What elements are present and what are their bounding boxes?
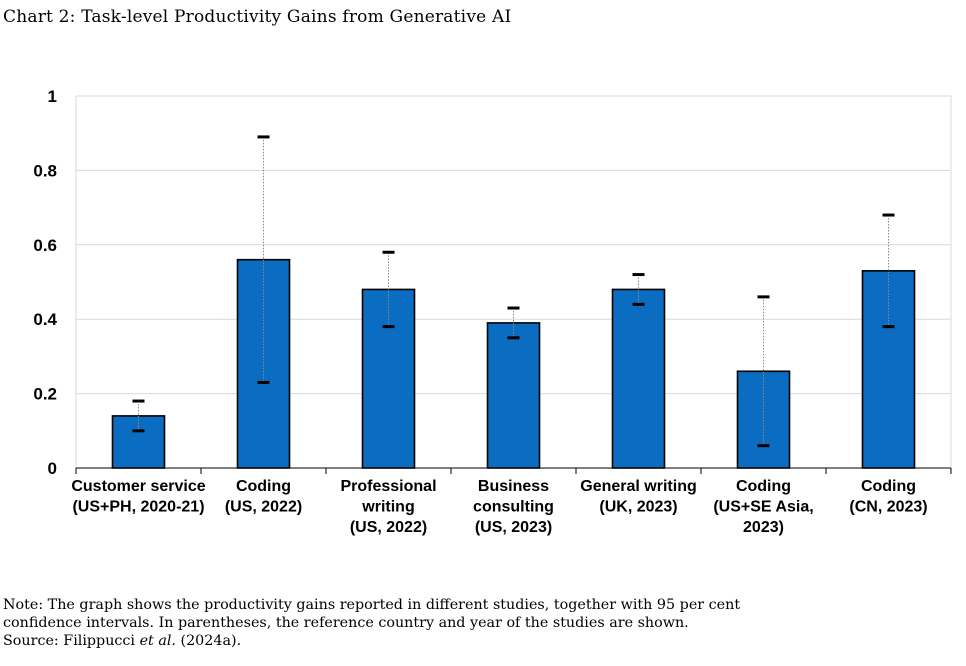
- y-tick-label-3: 0.6: [33, 236, 57, 255]
- x-tick-label-line: Coding: [861, 478, 916, 495]
- x-tick-label-line: Professional: [340, 478, 436, 495]
- source-line: Source: Filippucci et al. (2024a).: [3, 632, 963, 650]
- x-tick-label-3: Business consulting (US, 2023): [473, 478, 554, 536]
- x-tick-label-4: General writing (UK, 2023): [580, 478, 696, 516]
- x-tick-label-line: General writing: [580, 478, 696, 495]
- x-tick-label-line: (US, 2022): [225, 499, 302, 516]
- bar-0: [111, 415, 166, 469]
- x-tick-label-line: Coding: [236, 478, 291, 495]
- x-tick-label-line: (US, 2023): [475, 519, 552, 536]
- y-tick-label-5: 1: [48, 87, 57, 106]
- bar-chart: 0 0.2 0.4 0.6 0.8 1 Customer service (US+PH, 20…: [33, 87, 952, 536]
- x-tick-label-line: Business: [478, 478, 549, 495]
- x-tick-label-line: (US+SE Asia,: [713, 499, 813, 516]
- x-tick-label-line: writing: [361, 499, 414, 516]
- bar-4: [611, 288, 666, 469]
- bar-5: [736, 370, 791, 469]
- x-tick-label-line: (UK, 2023): [599, 499, 677, 516]
- x-tick-label-line: (US+PH, 2020-21): [72, 499, 204, 516]
- source-prefix: Source: Filippucci: [3, 633, 140, 649]
- y-tick-label-0: 0: [48, 459, 57, 478]
- x-tick-label-line: Coding: [736, 478, 791, 495]
- bar-3: [486, 322, 541, 469]
- y-tick-label-1: 0.2: [33, 385, 57, 404]
- x-tick-label-2: Professional writing (US, 2022): [340, 478, 436, 536]
- x-tick-label-line: Customer service: [71, 478, 205, 495]
- note-line-1: Note: The graph shows the productivity g…: [3, 597, 741, 613]
- x-tick-label-1: Coding (US, 2022): [225, 478, 302, 516]
- chart-title: Chart 2: Task-level Productivity Gains f…: [3, 7, 512, 27]
- x-tick-label-line: consulting: [473, 499, 554, 516]
- y-tick-label-4: 0.8: [33, 161, 57, 180]
- bar-6: [861, 270, 916, 469]
- x-tick-label-line: 2023): [743, 519, 784, 536]
- source-suffix: (2024a).: [175, 633, 242, 649]
- x-tick-label-line: (CN, 2023): [849, 499, 927, 516]
- x-tick-label-5: Coding (US+SE Asia, 2023): [713, 478, 813, 536]
- x-tick-label-6: Coding (CN, 2023): [849, 478, 927, 516]
- note-line-2: confidence intervals. In parentheses, th…: [3, 615, 689, 631]
- x-tick-label-line: (US, 2022): [350, 519, 427, 536]
- chart-notes: Note: The graph shows the productivity g…: [3, 596, 963, 650]
- x-tick-label-0: Customer service (US+PH, 2020-21): [71, 478, 205, 516]
- source-italic: et al.: [139, 633, 176, 649]
- y-tick-label-2: 0.4: [33, 310, 57, 329]
